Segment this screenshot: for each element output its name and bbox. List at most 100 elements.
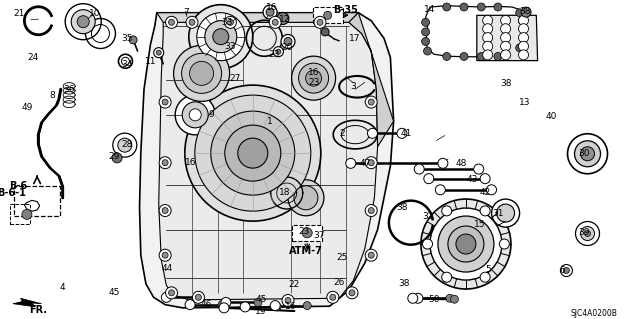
Circle shape bbox=[516, 9, 524, 17]
Text: 21: 21 bbox=[13, 9, 25, 18]
Circle shape bbox=[218, 300, 226, 309]
FancyBboxPatch shape bbox=[313, 7, 342, 23]
Circle shape bbox=[365, 157, 377, 169]
Circle shape bbox=[365, 249, 377, 261]
Polygon shape bbox=[24, 200, 40, 211]
Circle shape bbox=[272, 19, 278, 25]
Circle shape bbox=[77, 16, 89, 28]
Text: 2: 2 bbox=[340, 130, 345, 138]
Circle shape bbox=[118, 138, 132, 152]
Circle shape bbox=[516, 44, 524, 52]
Text: 34: 34 bbox=[121, 60, 132, 69]
Circle shape bbox=[368, 99, 374, 105]
Text: 10: 10 bbox=[89, 9, 100, 18]
Text: 8: 8 bbox=[50, 91, 55, 100]
Circle shape bbox=[159, 204, 171, 217]
Circle shape bbox=[518, 41, 529, 51]
Circle shape bbox=[413, 293, 423, 303]
Circle shape bbox=[367, 128, 378, 138]
Circle shape bbox=[349, 290, 355, 296]
Text: 50: 50 bbox=[428, 295, 440, 304]
Circle shape bbox=[521, 7, 531, 17]
Text: 23: 23 bbox=[298, 227, 310, 236]
Circle shape bbox=[497, 204, 515, 222]
Circle shape bbox=[442, 272, 452, 282]
Text: 18: 18 bbox=[279, 188, 291, 197]
Circle shape bbox=[448, 226, 484, 262]
Circle shape bbox=[480, 272, 490, 282]
Circle shape bbox=[492, 199, 520, 227]
Circle shape bbox=[365, 204, 377, 217]
Circle shape bbox=[166, 287, 177, 299]
Text: 45: 45 bbox=[108, 288, 120, 297]
Text: 15: 15 bbox=[474, 220, 486, 229]
Circle shape bbox=[483, 33, 493, 43]
Circle shape bbox=[299, 63, 328, 93]
Circle shape bbox=[168, 290, 175, 296]
Circle shape bbox=[346, 158, 356, 168]
Text: 6: 6 bbox=[559, 266, 564, 275]
Circle shape bbox=[314, 16, 326, 28]
Circle shape bbox=[477, 52, 485, 61]
Circle shape bbox=[168, 19, 175, 25]
Circle shape bbox=[238, 138, 268, 168]
Circle shape bbox=[22, 209, 32, 219]
Text: 4: 4 bbox=[60, 283, 65, 292]
Text: 41: 41 bbox=[401, 129, 412, 138]
Circle shape bbox=[284, 37, 292, 46]
Circle shape bbox=[483, 50, 493, 60]
Circle shape bbox=[211, 111, 295, 195]
Circle shape bbox=[518, 15, 529, 26]
Circle shape bbox=[422, 239, 433, 249]
Circle shape bbox=[282, 294, 294, 307]
Polygon shape bbox=[140, 13, 394, 308]
Text: 38: 38 bbox=[500, 79, 511, 88]
Circle shape bbox=[221, 297, 231, 308]
Circle shape bbox=[154, 48, 164, 58]
Circle shape bbox=[499, 239, 509, 249]
Text: 32: 32 bbox=[422, 212, 433, 221]
Circle shape bbox=[162, 208, 168, 213]
Circle shape bbox=[456, 234, 476, 254]
Text: 11: 11 bbox=[145, 57, 156, 66]
Text: 47: 47 bbox=[359, 159, 371, 168]
Circle shape bbox=[161, 292, 172, 302]
Text: 1: 1 bbox=[268, 117, 273, 126]
Circle shape bbox=[421, 199, 511, 289]
Circle shape bbox=[518, 33, 529, 43]
Circle shape bbox=[302, 228, 312, 238]
Text: 26: 26 bbox=[333, 278, 345, 287]
Text: 35: 35 bbox=[121, 34, 132, 43]
Circle shape bbox=[460, 3, 468, 11]
Polygon shape bbox=[426, 6, 524, 57]
Circle shape bbox=[294, 186, 318, 210]
Circle shape bbox=[159, 96, 171, 108]
Circle shape bbox=[483, 24, 493, 34]
Text: 46: 46 bbox=[200, 300, 212, 309]
Circle shape bbox=[189, 61, 214, 85]
Circle shape bbox=[494, 3, 502, 11]
Circle shape bbox=[568, 134, 607, 174]
Text: 24: 24 bbox=[28, 53, 39, 62]
Circle shape bbox=[277, 12, 289, 25]
Circle shape bbox=[156, 50, 161, 55]
Text: 23: 23 bbox=[308, 78, 319, 87]
Circle shape bbox=[189, 19, 195, 25]
Circle shape bbox=[580, 147, 595, 161]
Circle shape bbox=[159, 157, 171, 169]
Circle shape bbox=[185, 85, 321, 221]
Circle shape bbox=[306, 70, 322, 86]
Circle shape bbox=[303, 301, 311, 310]
Circle shape bbox=[451, 295, 458, 303]
Circle shape bbox=[189, 109, 201, 121]
Circle shape bbox=[500, 50, 511, 60]
Text: 33: 33 bbox=[221, 18, 233, 27]
Circle shape bbox=[483, 15, 493, 26]
Circle shape bbox=[346, 287, 358, 299]
Text: B-6: B-6 bbox=[9, 181, 27, 191]
Text: 36: 36 bbox=[63, 85, 75, 94]
Circle shape bbox=[327, 291, 339, 303]
Circle shape bbox=[71, 10, 95, 34]
Circle shape bbox=[182, 53, 221, 93]
Polygon shape bbox=[349, 13, 394, 147]
